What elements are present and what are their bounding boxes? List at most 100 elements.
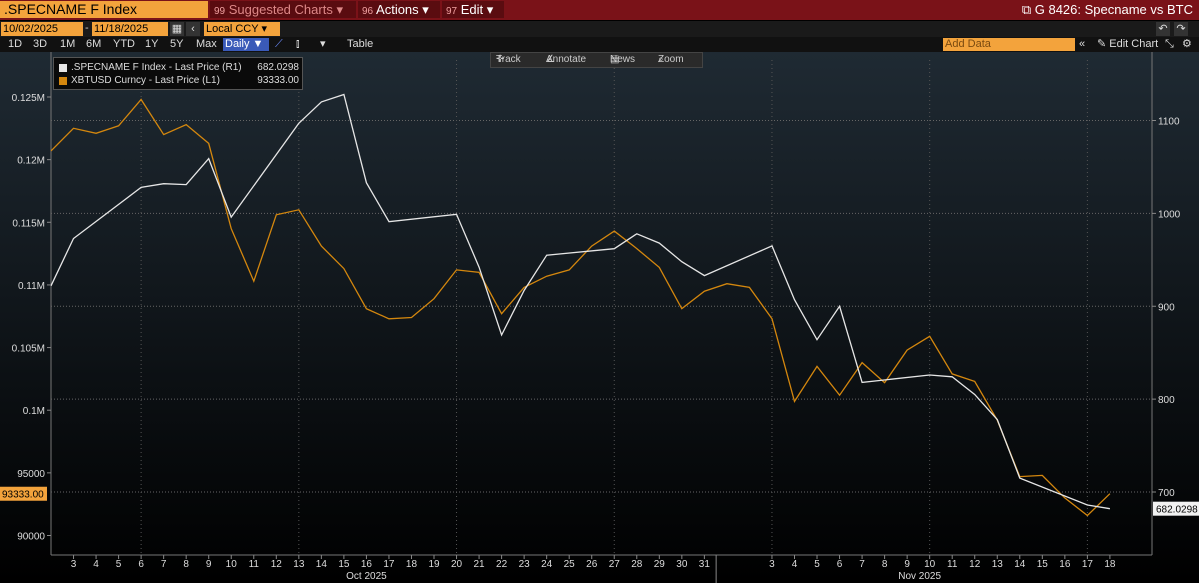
left-last-value-tag: 93333.00	[2, 490, 44, 501]
month-label: Nov 2025	[898, 571, 941, 582]
start-date-field[interactable]: 10/02/2025	[1, 22, 83, 36]
period-6m[interactable]: 6M	[86, 38, 102, 50]
calendar-icon[interactable]: ▦	[170, 22, 184, 36]
plot-background	[0, 52, 1199, 583]
actions-hotkey: 96	[362, 6, 374, 17]
period-max[interactable]: Max	[196, 38, 217, 50]
month-label: Oct 2025	[346, 571, 387, 582]
x-tick-label: 15	[1037, 559, 1049, 570]
legend-label-btc: XBTUSD Curncy - Last Price (L1)	[71, 75, 220, 86]
actions-menu[interactable]: 96 Actions ▾	[358, 1, 440, 18]
undo-icon[interactable]: ↶	[1156, 22, 1170, 36]
date-range-bar: 10/02/2025 - 11/18/2025 ▦ ‹ Local CCY ▾ …	[0, 21, 1199, 37]
x-tick-label: 14	[1014, 559, 1026, 570]
table-button[interactable]: Table	[347, 38, 374, 50]
edit-chart-button[interactable]: ✎ Edit Chart	[1097, 38, 1158, 51]
chevron-down-icon: ▾	[486, 2, 494, 17]
frequency-select[interactable]: Daily ▼	[223, 38, 269, 51]
legend-label-index: .SPECNAME F Index - Last Price (R1)	[71, 62, 242, 73]
edit-chart-label: Edit Chart	[1109, 38, 1159, 50]
left-tick-label: 0.11M	[18, 281, 45, 292]
series-line-index	[50, 93, 1111, 510]
currency-label: Local CCY	[206, 23, 259, 35]
legend-item-index: .SPECNAME F Index - Last Price (R1) 682.…	[59, 61, 299, 74]
period-1m[interactable]: 1M	[60, 38, 76, 50]
x-tick-label: 16	[361, 559, 373, 570]
news-label: News	[610, 54, 636, 65]
left-tick-label: 0.115M	[12, 218, 45, 229]
suggested-charts-label: Suggested Charts	[228, 2, 333, 17]
x-tick-label: 23	[519, 559, 531, 570]
settings-icon[interactable]: ⚙	[1182, 38, 1192, 50]
right-tick-label: 1100	[1158, 117, 1180, 128]
series-line-btc	[50, 98, 1111, 517]
x-tick-label: 9	[904, 559, 910, 570]
add-data-input[interactable]: Add Data	[943, 38, 1075, 51]
resize-icon[interactable]: ⤡	[1165, 38, 1174, 50]
x-tick-label: 25	[564, 559, 576, 570]
x-tick-label: 17	[1082, 559, 1094, 570]
currency-select[interactable]: Local CCY ▾	[204, 22, 280, 36]
left-tick-label: 0.12M	[17, 156, 45, 167]
left-tick-label: 0.1M	[23, 406, 45, 417]
series-lines	[50, 93, 1111, 517]
x-tick-label: 4	[792, 559, 798, 570]
security-ticker-field[interactable]: .SPECNAME F Index	[0, 1, 208, 18]
chevron-down-icon[interactable]: ▾	[320, 38, 326, 50]
chevron-down-icon: ▾	[422, 2, 429, 17]
x-tick-label: 31	[699, 559, 711, 570]
x-tick-label: 18	[1104, 559, 1116, 570]
zoom-label: Zoom	[658, 54, 684, 65]
x-tick-label: 20	[451, 559, 463, 570]
x-tick-label: 22	[496, 559, 508, 570]
period-ytd[interactable]: YTD	[113, 38, 135, 50]
period-1d[interactable]: 1D	[8, 38, 23, 50]
x-tick-label: 19	[428, 559, 440, 570]
x-tick-label: 30	[676, 559, 688, 570]
actions-label: Actions	[376, 2, 419, 17]
x-tick-label: 5	[814, 559, 820, 570]
frequency-label: Daily	[225, 38, 250, 50]
zoom-icon: ⌕	[658, 54, 664, 65]
x-tick-label: 3	[71, 559, 77, 570]
x-tick-label: 10	[226, 559, 238, 570]
graph-title: ⧉ G 8426: Specname vs BTC	[1022, 1, 1193, 18]
x-tick-label: 17	[383, 559, 395, 570]
track-label: Track	[496, 54, 521, 65]
x-tick-label: 14	[316, 559, 328, 570]
x-tick-label: 18	[406, 559, 418, 570]
period-5y[interactable]: 5Y	[170, 38, 184, 50]
period-3d[interactable]: 3D	[33, 38, 48, 50]
period-1y[interactable]: 1Y	[145, 38, 159, 50]
x-tick-label: 7	[859, 559, 865, 570]
chevron-left-icon[interactable]: ‹	[186, 22, 200, 36]
collapse-icon[interactable]: «	[1079, 38, 1086, 50]
legend-item-btc: XBTUSD Curncy - Last Price (L1) 93333.00	[59, 74, 299, 87]
x-tick-label: 11	[947, 559, 958, 570]
chart-legend[interactable]: .SPECNAME F Index - Last Price (R1) 682.…	[53, 57, 303, 90]
redo-icon[interactable]: ↷	[1174, 22, 1188, 36]
edit-menu[interactable]: 97 Edit ▾	[442, 1, 504, 18]
candlestick-icon[interactable]: ⫾	[296, 38, 300, 50]
left-tick-label: 90000	[17, 532, 45, 543]
x-tick-label: 26	[586, 559, 598, 570]
x-tick-label: 10	[924, 559, 936, 570]
chart-tools: ✛ Track ∠ Annotate ▤ News ⌕ Zoom	[490, 52, 703, 68]
line-chart-icon[interactable]: ⟋	[275, 38, 283, 50]
suggested-charts-menu[interactable]: 99 Suggested Charts ▾	[210, 1, 356, 18]
period-toolbar: 1D 3D 1M 6M YTD 1Y 5Y Max Daily ▼ ⟋ ⫾ ▾ …	[0, 37, 1199, 52]
x-tick-label: 6	[138, 559, 144, 570]
external-link-icon[interactable]: ⧉	[1021, 2, 1032, 17]
x-tick-label: 21	[474, 559, 486, 570]
x-tick-label: 3	[769, 559, 775, 570]
x-tick-label: 12	[969, 559, 981, 570]
x-tick-label: 16	[1059, 559, 1071, 570]
pencil-icon: ✎	[1097, 38, 1107, 50]
legend-value-btc: 93333.00	[257, 75, 299, 86]
edit-hotkey: 97	[446, 6, 458, 17]
x-tick-label: 9	[206, 559, 212, 570]
x-tick-label: 24	[541, 559, 553, 570]
end-date-field[interactable]: 11/18/2025	[92, 22, 168, 36]
x-tick-label: 28	[631, 559, 643, 570]
